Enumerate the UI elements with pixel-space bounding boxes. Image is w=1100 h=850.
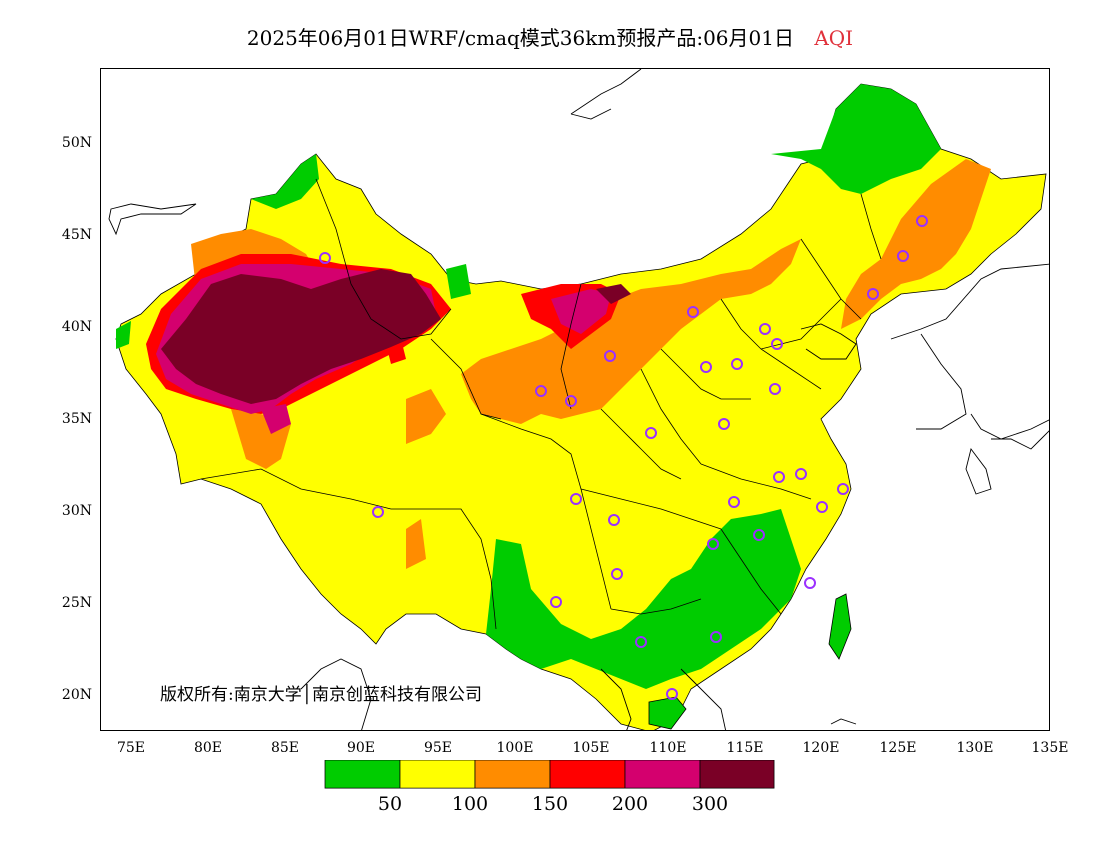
other-coastlines [108,69,1049,730]
x-tick-105e: 105E [572,740,610,756]
title-main: 2025年06月01日WRF/cmaq模式36km预报产品:06月01日 [246,26,794,50]
region-good-west [116,321,131,349]
legend-swatch-good [324,760,401,789]
y-tick-50n: 50N [61,135,92,151]
province-borders [200,178,882,630]
legend-swatch-usg [474,760,551,789]
x-tick-120e: 120E [802,740,840,756]
x-tick-75e: 75E [116,740,146,756]
copyright-notice: 版权所有:南京大学│南京创蓝科技有限公司 [160,685,482,705]
aqi-legend [324,760,775,789]
station-markers [319,215,928,700]
x-tick-135e: 135E [1031,740,1069,756]
region-good-taiwan [828,593,852,660]
title-variable: AQI [814,26,854,50]
legend-label-300: 300 [691,793,729,815]
x-tick-115e: 115E [726,740,764,756]
x-tick-95e: 95E [423,740,453,756]
region-usg-tibet1 [406,389,446,444]
legend-label-100: 100 [451,793,489,815]
legend-swatch-moderate [399,760,476,789]
x-tick-85e: 85E [270,740,300,756]
y-tick-40n: 40N [61,319,92,335]
x-tick-125e: 125E [879,740,917,756]
x-tick-90e: 90E [346,740,376,756]
x-tick-100e: 100E [496,740,534,756]
region-good-northwest [251,154,319,209]
region-very-unhealthy-gansu [551,289,611,334]
legend-label-50: 50 [377,793,403,815]
y-tick-30n: 30N [61,503,92,519]
legend-swatch-very-unhealthy [624,760,701,789]
x-tick-110e: 110E [649,740,687,756]
y-tick-25n: 25N [61,595,92,611]
region-good-south [486,509,801,689]
region-good-inner [446,264,471,299]
x-tick-80e: 80E [193,740,223,756]
y-tick-35n: 35N [61,411,92,427]
map-title: 2025年06月01日WRF/cmaq模式36km预报产品:06月01日 AQI [0,22,1100,51]
legend-swatch-unhealthy [549,760,626,789]
region-good-northeast [771,84,941,194]
region-usg-north [461,239,801,424]
map-frame [100,68,1050,731]
x-tick-130e: 130E [956,740,994,756]
legend-label-200: 200 [611,793,649,815]
region-hazardous-tarim [161,269,441,404]
region-very-unhealthy-tarim-south [261,404,291,434]
region-usg-northeast [841,159,991,329]
legend-label-150: 150 [531,793,569,815]
y-tick-20n: 20N [61,687,92,703]
legend-swatch-hazardous [699,760,775,789]
region-hazardous-alxa [596,284,631,304]
region-good-hainan [648,696,687,730]
region-usg-tibet2 [406,519,426,569]
aqi-map [108,69,1049,730]
y-tick-45n: 45N [61,227,92,243]
